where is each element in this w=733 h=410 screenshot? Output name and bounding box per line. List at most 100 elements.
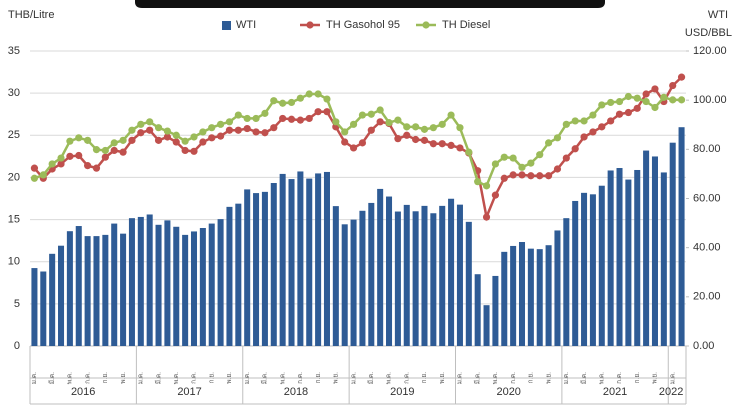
bar <box>625 179 632 346</box>
year-label: 2020 <box>496 386 520 398</box>
line-marker <box>562 120 570 128</box>
legend-swatch <box>222 21 231 30</box>
line-marker <box>615 110 624 118</box>
bar <box>456 204 463 346</box>
bar <box>563 218 570 346</box>
line-marker <box>57 154 65 162</box>
bar <box>120 233 127 346</box>
bar <box>253 193 260 346</box>
line-marker <box>518 163 526 171</box>
line-marker <box>75 134 83 142</box>
line-marker <box>225 118 234 126</box>
line-marker <box>376 118 384 126</box>
line-marker <box>279 114 287 123</box>
line-marker <box>84 162 92 170</box>
line-marker <box>261 109 269 117</box>
line-marker <box>208 124 216 132</box>
line-marker <box>146 118 154 126</box>
line-marker <box>536 151 544 159</box>
line-marker <box>642 97 650 106</box>
line-marker <box>500 153 508 161</box>
bar <box>510 245 517 346</box>
bar <box>643 150 650 346</box>
y-tick-label: 10 <box>8 256 20 268</box>
line-marker <box>544 139 553 147</box>
line-marker <box>607 117 615 125</box>
line-marker <box>341 138 349 146</box>
y2-tick-label: 0.00 <box>693 340 714 352</box>
bar <box>261 191 268 346</box>
y-tick-label: 20 <box>8 171 20 183</box>
legend-label: TH Diesel <box>442 19 490 31</box>
line-marker <box>243 124 251 133</box>
line-marker <box>323 95 331 103</box>
line-marker <box>261 129 269 137</box>
line-marker <box>633 94 641 102</box>
bar <box>111 223 118 346</box>
y-tick-label: 0 <box>14 340 20 352</box>
bar <box>651 156 658 346</box>
bar <box>75 226 82 346</box>
line-marker <box>163 127 172 135</box>
bar <box>173 226 180 346</box>
line-marker <box>287 115 296 123</box>
bar <box>518 242 526 346</box>
year-label: 2017 <box>177 386 201 398</box>
line-marker <box>677 73 686 81</box>
line-marker <box>30 164 39 172</box>
bar <box>58 245 65 346</box>
line-marker <box>403 131 411 139</box>
line-marker <box>287 98 296 107</box>
line-marker <box>30 174 39 182</box>
y2-tick-label: 20.00 <box>693 291 721 303</box>
bar <box>359 210 366 346</box>
bar <box>288 179 295 346</box>
line-marker <box>491 191 500 199</box>
line-marker <box>474 178 482 186</box>
line-marker <box>57 160 65 168</box>
bar <box>49 253 56 346</box>
y-tick-label: 5 <box>14 298 20 310</box>
bar <box>66 231 73 346</box>
line-marker <box>128 126 136 134</box>
bar <box>545 245 552 346</box>
line-marker <box>216 120 225 128</box>
line-marker <box>190 147 198 155</box>
line-marker <box>314 90 322 98</box>
line-marker <box>39 171 47 179</box>
bar <box>616 168 623 346</box>
line-marker <box>509 154 517 162</box>
line-marker <box>154 124 163 132</box>
line-marker <box>420 125 429 133</box>
bar <box>403 204 410 346</box>
bar <box>607 170 614 346</box>
line-marker <box>296 94 304 102</box>
year-label: 2021 <box>603 386 627 398</box>
bar <box>572 200 579 346</box>
line-marker <box>349 120 358 128</box>
bar <box>208 223 215 346</box>
line-marker <box>172 131 180 139</box>
line-marker <box>92 164 101 172</box>
line-marker <box>332 118 340 126</box>
line-marker <box>234 111 242 119</box>
line-marker <box>562 154 570 162</box>
bar <box>297 171 304 346</box>
line-marker <box>553 165 562 173</box>
bar <box>448 198 455 346</box>
bar <box>40 271 47 346</box>
line-marker <box>128 136 136 144</box>
line-marker <box>358 111 367 119</box>
line-marker <box>412 123 420 131</box>
bar <box>474 274 481 346</box>
line-marker <box>110 146 118 155</box>
line-marker <box>669 96 677 104</box>
bar <box>483 305 490 346</box>
line-marker <box>660 93 668 101</box>
year-label: 2018 <box>284 386 308 398</box>
bar <box>279 173 286 346</box>
y2-axis-label: WTI <box>708 9 728 21</box>
line-marker <box>376 106 384 114</box>
bar <box>386 196 393 346</box>
bar <box>93 236 100 346</box>
